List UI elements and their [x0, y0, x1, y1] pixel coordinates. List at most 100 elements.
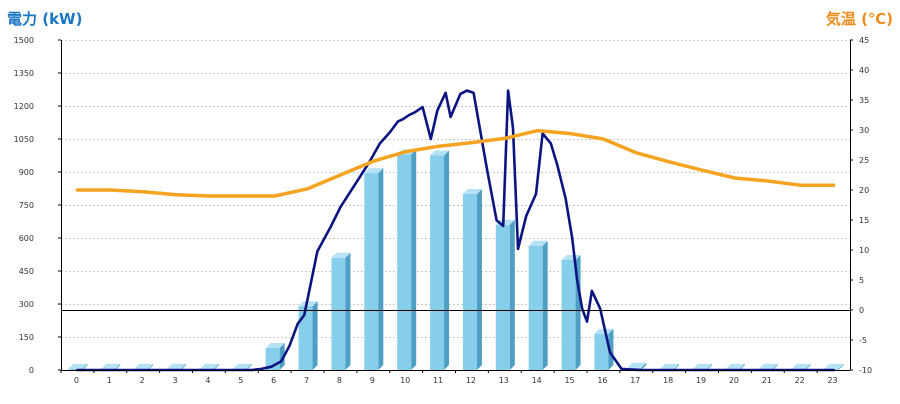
bar-side [542, 240, 548, 370]
right-tick-label: -5 [859, 336, 867, 345]
grid-layer [61, 40, 850, 338]
left-tick-label: 750 [19, 201, 34, 210]
bar-top [265, 343, 285, 348]
bar-side [181, 363, 187, 370]
right-tick-label: 45 [859, 36, 869, 45]
bar-side [641, 362, 647, 370]
x-tick-label: 17 [630, 376, 640, 385]
bar-side [739, 363, 745, 370]
bar-side [345, 252, 351, 370]
x-tick-label: 8 [337, 376, 342, 385]
bar-face [495, 224, 510, 370]
bar-16 [594, 328, 614, 370]
x-tick-label: 15 [564, 376, 574, 385]
left-tick-label: 1050 [14, 135, 34, 144]
right-tick-label: 10 [859, 246, 869, 255]
bar-side [805, 363, 811, 370]
temperature-line [75, 128, 836, 198]
bar-top [430, 150, 450, 156]
left-tick-label: 150 [19, 333, 34, 342]
bar-top [134, 363, 154, 369]
bar-side [213, 363, 219, 370]
bar-top [824, 363, 844, 369]
bar-side [476, 189, 482, 370]
x-tick-label: 10 [400, 376, 410, 385]
right-tick-label: -10 [859, 366, 872, 375]
x-tick-label: 6 [271, 376, 276, 385]
bar-top [693, 363, 713, 369]
bar-face [430, 155, 445, 370]
bar-face [594, 333, 609, 370]
bar-0 [68, 363, 88, 370]
bar-face [462, 194, 477, 370]
right-tick-label: 20 [859, 186, 869, 195]
bar-face [561, 260, 576, 370]
x-tick-label: 16 [597, 376, 607, 385]
bar-face [364, 173, 379, 370]
bar-top [68, 363, 88, 369]
bar-top [758, 363, 778, 369]
right-tick-label: 30 [859, 126, 869, 135]
bar-top [101, 363, 121, 369]
bar-face [331, 257, 346, 370]
bar-side [444, 150, 450, 370]
bar-14 [528, 240, 548, 370]
right-tick-label: 40 [859, 66, 869, 75]
axis-layer: 01503004506007509001050120013501500-10-5… [14, 36, 872, 385]
bar-side [378, 168, 384, 370]
x-tick-label: 9 [370, 376, 375, 385]
bar-7 [298, 301, 318, 370]
bar-12 [462, 189, 482, 370]
bar-face [298, 306, 313, 370]
lines-layer [75, 89, 836, 372]
x-tick-label: 22 [795, 376, 805, 385]
right-tick-label: 15 [859, 216, 869, 225]
bar-side [608, 328, 614, 370]
bars-layer [68, 149, 844, 370]
right-tick-label: 0 [859, 306, 864, 315]
x-tick-label: 5 [238, 376, 243, 385]
power-line [76, 89, 835, 372]
bar-top [725, 363, 745, 369]
bar-side [509, 219, 515, 370]
left-tick-label: 0 [29, 366, 34, 375]
bar-top [364, 168, 384, 174]
bar-13 [495, 219, 515, 370]
bar-top [167, 363, 187, 369]
right-tick-label: 35 [859, 96, 869, 105]
bar-side [82, 363, 88, 370]
bar-side [246, 363, 252, 370]
left-tick-label: 1500 [14, 36, 34, 45]
bar-side [279, 343, 285, 370]
bar-side [115, 363, 121, 370]
bar-top [199, 363, 219, 369]
x-tick-label: 4 [205, 376, 210, 385]
x-tick-label: 2 [140, 376, 145, 385]
bar-15 [561, 255, 581, 370]
bar-face [397, 154, 412, 370]
bar-top [298, 301, 318, 307]
x-tick-label: 0 [74, 376, 79, 385]
bar-top [232, 363, 252, 369]
bar-top [331, 252, 351, 258]
bar-top [627, 362, 647, 368]
left-axis-title: 電力 (kW) [7, 10, 82, 28]
bar-10 [397, 149, 417, 370]
x-tick-label: 12 [466, 376, 476, 385]
bar-face [68, 368, 83, 370]
bar-9 [364, 168, 384, 370]
right-tick-label: 25 [859, 156, 869, 165]
bar-side [772, 363, 778, 370]
left-tick-label: 900 [19, 168, 34, 177]
left-tick-label: 1200 [14, 102, 34, 111]
x-tick-label: 19 [696, 376, 706, 385]
x-tick-label: 7 [304, 376, 309, 385]
x-tick-label: 13 [499, 376, 509, 385]
bar-8 [331, 252, 351, 370]
right-tick-label: 5 [859, 276, 864, 285]
left-tick-label: 300 [19, 300, 34, 309]
left-tick-label: 1350 [14, 69, 34, 78]
x-tick-label: 21 [762, 376, 772, 385]
x-tick-label: 14 [532, 376, 542, 385]
